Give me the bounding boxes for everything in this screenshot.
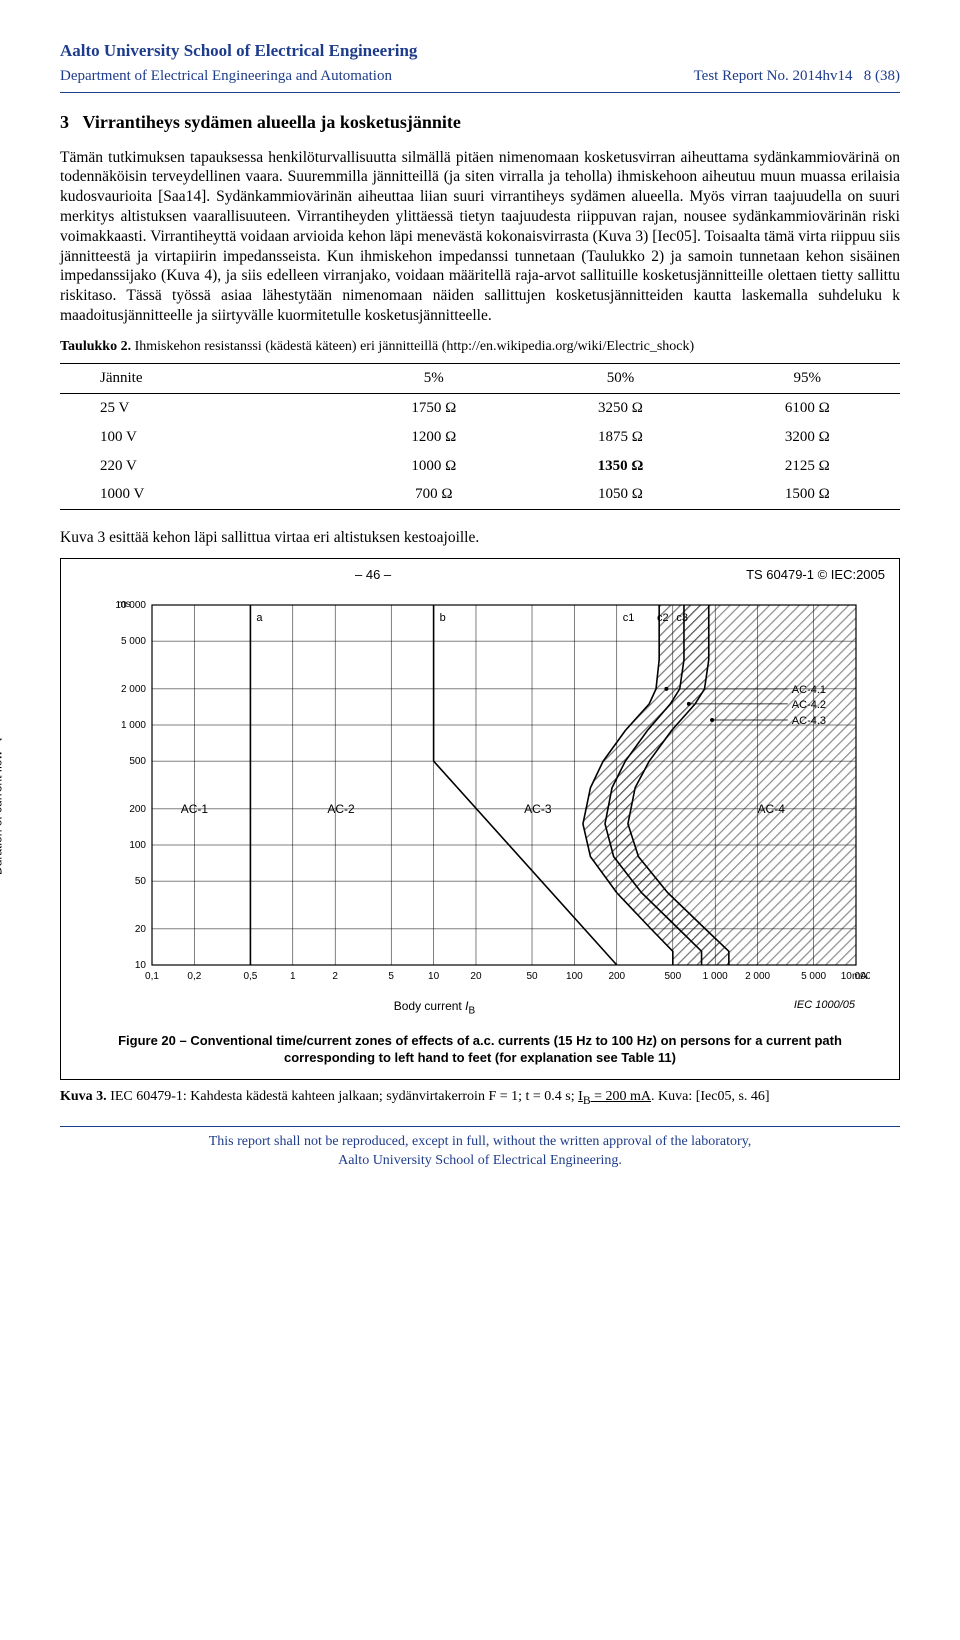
svg-text:5: 5 (388, 971, 394, 982)
page-num: 8 (38) (864, 68, 900, 84)
header-org: Aalto University School of Electrical En… (60, 40, 900, 61)
svg-text:b: b (440, 612, 446, 624)
svg-text:ms: ms (117, 599, 130, 610)
table2-caption: Taulukko 2. Ihmiskehon resistanssi (käde… (60, 338, 900, 356)
svg-text:1 000: 1 000 (703, 971, 728, 982)
svg-text:5 000: 5 000 (801, 971, 826, 982)
table-header: Jännite (60, 364, 341, 394)
svg-text:c3: c3 (676, 612, 688, 624)
fig-page: – 46 – (355, 567, 391, 583)
chart-area: Duration of current flow t ⟶ 0,10,20,512… (90, 591, 870, 991)
table-cell: 1500 Ω (715, 480, 900, 509)
svg-text:2 000: 2 000 (121, 684, 146, 695)
kuva3-caption: Kuva 3. IEC 60479-1: Kahdesta kädestä ka… (60, 1088, 900, 1108)
svg-text:0,2: 0,2 (187, 971, 201, 982)
svg-text:500: 500 (129, 756, 146, 767)
table-cell: 1350 Ω (526, 452, 714, 481)
footer-rule (60, 1126, 900, 1127)
fig-standard: TS 60479-1 © IEC:2005 (746, 567, 885, 583)
kuva3-rest: IEC 60479-1: Kahdesta kädestä kahteen ja… (107, 1089, 578, 1104)
table-cell: 1750 Ω (341, 394, 526, 423)
table2: Jännite5%50%95% 25 V1750 Ω3250 Ω6100 Ω10… (60, 363, 900, 510)
section-title: Virrantiheys sydämen alueella ja kosketu… (83, 112, 461, 132)
svg-text:10: 10 (135, 960, 147, 971)
chart-svg: 0,1 0,2 0,5 1 2 5 10 20 50 100 200 500 1 000 2 000 5 0… (90, 591, 870, 991)
svg-text:500: 500 (664, 971, 681, 982)
table-cell: 3250 Ω (526, 394, 714, 423)
svg-text:0,1: 0,1 (145, 971, 159, 982)
svg-text:200: 200 (608, 971, 625, 982)
figure-internal-caption: Figure 20 – Conventional time/current zo… (75, 1032, 885, 1067)
x-axis-label: Body current IB IEC 1000/05 (75, 999, 885, 1018)
table-cell: 1200 Ω (341, 423, 526, 452)
caption-rest: Ihmiskehon resistanssi (kädestä käteen) … (131, 339, 694, 354)
svg-text:1 000: 1 000 (121, 720, 146, 731)
svg-text:5 000: 5 000 (121, 636, 146, 647)
svg-text:20: 20 (470, 971, 482, 982)
table-cell: 1050 Ω (526, 480, 714, 509)
kuva3-underline: IB = 200 mA (578, 1089, 651, 1104)
table-row: 1000 V700 Ω1050 Ω1500 Ω (60, 480, 900, 509)
svg-text:50: 50 (526, 971, 538, 982)
table-cell: 2125 Ω (715, 452, 900, 481)
mid-text: Kuva 3 esittää kehon läpi sallittua virt… (60, 528, 900, 547)
caption-bold: Taulukko 2. (60, 339, 131, 354)
iec-tag: IEC 1000/05 (794, 999, 855, 1013)
body-paragraph: Tämän tutkimuksen tapauksessa henkilötur… (60, 148, 900, 326)
figure-box: – 46 – TS 60479-1 © IEC:2005 Duration of… (60, 558, 900, 1080)
svg-text:AC-4.1: AC-4.1 (792, 684, 826, 696)
svg-text:200: 200 (129, 804, 146, 815)
header-row: Department of Electrical Engineeringa an… (60, 67, 900, 86)
table-cell: 700 Ω (341, 480, 526, 509)
svg-text:2: 2 (332, 971, 338, 982)
svg-text:c2: c2 (657, 612, 669, 624)
table-header: 50% (526, 364, 714, 394)
header-dept: Department of Electrical Engineeringa an… (60, 67, 392, 86)
section-heading: 3 Virrantiheys sydämen alueella ja koske… (60, 111, 900, 134)
svg-text:1: 1 (290, 971, 296, 982)
footer-l1: This report shall not be reproduced, exc… (209, 1134, 752, 1149)
header-rule (60, 92, 900, 93)
svg-text:20: 20 (135, 924, 147, 935)
table-cell: 25 V (60, 394, 341, 423)
table-cell: 100 V (60, 423, 341, 452)
table-cell: 1000 Ω (341, 452, 526, 481)
svg-text:100: 100 (129, 840, 146, 851)
table-header: 5% (341, 364, 526, 394)
figure-top-row: – 46 – TS 60479-1 © IEC:2005 (75, 567, 885, 583)
header-report: Test Report No. 2014hv14 8 (38) (694, 67, 900, 86)
report-label: Test Report No. 2014hv14 (694, 68, 853, 84)
svg-text:2 000: 2 000 (745, 971, 770, 982)
table-cell: 1000 V (60, 480, 341, 509)
svg-text:100: 100 (566, 971, 583, 982)
table-header: 95% (715, 364, 900, 394)
svg-text:AC-4: AC-4 (758, 802, 786, 816)
svg-text:AC-1: AC-1 (181, 802, 209, 816)
svg-text:AC-3: AC-3 (524, 802, 552, 816)
svg-text:AC-4.2: AC-4.2 (792, 699, 826, 711)
table-row: 220 V1000 Ω1350 Ω2125 Ω (60, 452, 900, 481)
table-row: 25 V1750 Ω3250 Ω6100 Ω (60, 394, 900, 423)
svg-text:AC-4.3: AC-4.3 (792, 715, 826, 727)
svg-text:0,5: 0,5 (243, 971, 257, 982)
section-num: 3 (60, 112, 69, 132)
svg-text:mA: mA (852, 971, 867, 982)
y-axis-label: Duration of current flow t ⟶ (0, 707, 6, 875)
table-cell: 6100 Ω (715, 394, 900, 423)
footer-l2: Aalto University School of Electrical En… (338, 1153, 622, 1168)
table-cell: 220 V (60, 452, 341, 481)
table-cell: 1875 Ω (526, 423, 714, 452)
svg-text:50: 50 (135, 876, 147, 887)
table-row: 100 V1200 Ω1875 Ω3200 Ω (60, 423, 900, 452)
svg-text:a: a (256, 612, 263, 624)
svg-text:AC-2: AC-2 (327, 802, 355, 816)
table-cell: 3200 Ω (715, 423, 900, 452)
svg-text:10: 10 (428, 971, 440, 982)
svg-text:c1: c1 (623, 612, 635, 624)
kuva3-bold: Kuva 3. (60, 1089, 107, 1104)
footer: This report shall not be reproduced, exc… (60, 1133, 900, 1171)
kuva3-tail: . Kuva: [Iec05, s. 46] (651, 1089, 770, 1104)
